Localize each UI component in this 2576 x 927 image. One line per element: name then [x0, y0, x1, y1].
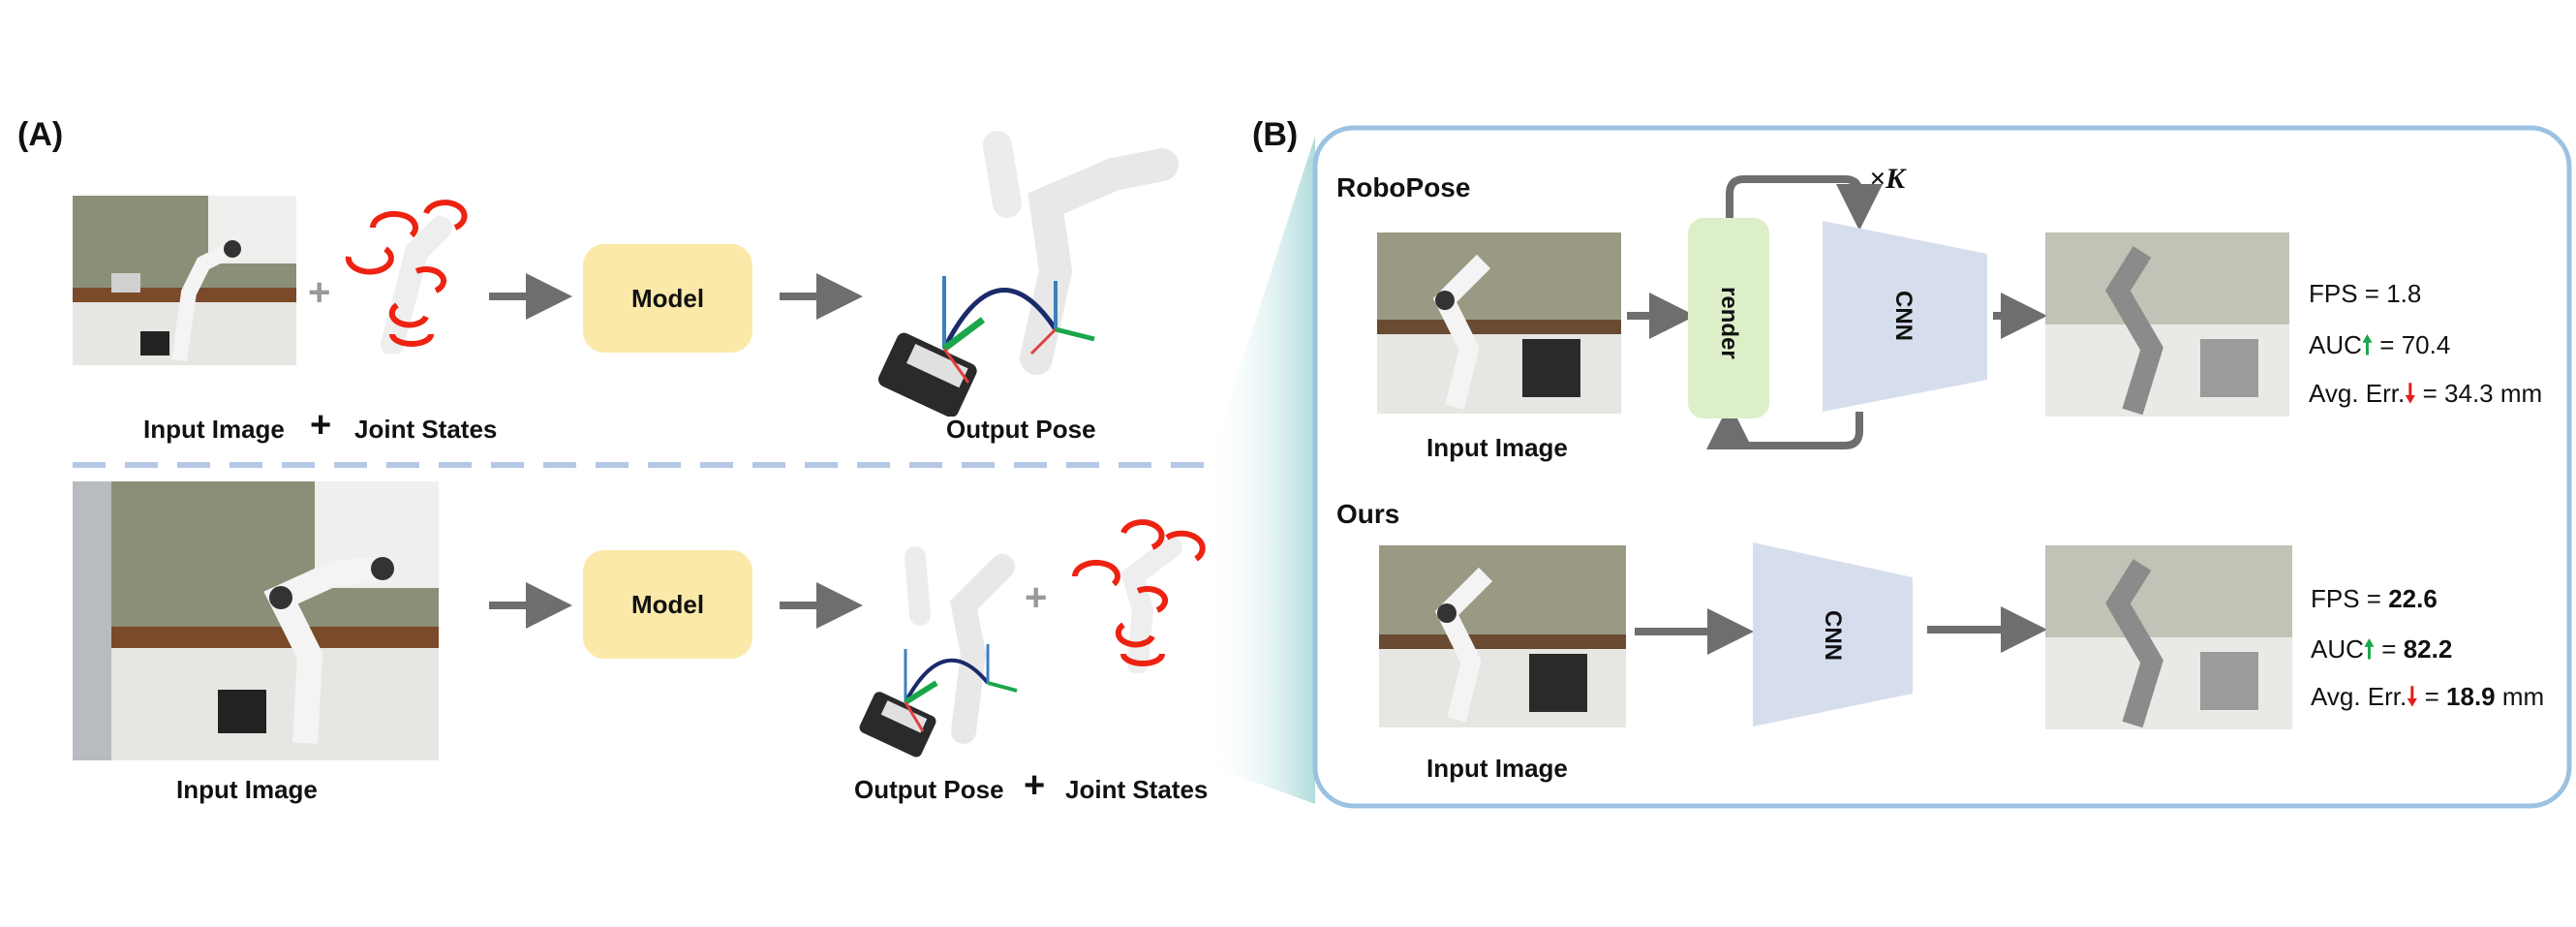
zoom-wedge [1209, 136, 1315, 804]
up-arrow-icon: 🠕 [2361, 330, 2374, 359]
ours-title: Ours [1336, 499, 1400, 529]
ours-fps: FPS = 22.6 [2311, 584, 2438, 614]
auc-label: AUC [2311, 634, 2364, 664]
err-label: Avg. Err. [2309, 379, 2406, 408]
input-image-label-ours: Input Image [1426, 754, 1568, 783]
err-eq: = [2417, 682, 2447, 711]
err-unit: mm [2495, 682, 2545, 711]
ours-auc: AUC🠕 = 82.2 [2311, 632, 2452, 674]
output-pose-label-a-bottom: Output Pose [854, 775, 1004, 804]
render-box [1688, 218, 1769, 418]
fps-prefix: FPS = [2311, 584, 2389, 613]
input-image-label-robopose: Input Image [1426, 433, 1568, 462]
panel-b-border [1312, 125, 2572, 809]
err-label: Avg. Err. [2311, 682, 2407, 711]
robopose-err: Avg. Err.🠗 = 34.3 mm [2309, 376, 2542, 418]
cnn-label-ours: CNN [1820, 610, 1846, 661]
joint-states-icon-a-top [345, 200, 468, 354]
input-image-label-a-bottom: Input Image [176, 775, 318, 804]
input-image-a-top [73, 196, 296, 365]
iteration-label: ×K [1869, 163, 1906, 195]
cnn-trapezoid-robopose [1823, 221, 1987, 412]
plus-icon-a-bottom: + [1025, 576, 1048, 619]
render-label: render [1716, 287, 1742, 359]
joint-states-icon-a-bottom [1071, 519, 1206, 673]
robopose-title: RoboPose [1336, 172, 1471, 202]
cnn-trapezoid-ours [1753, 542, 1913, 726]
output-image-ours [2045, 545, 2292, 729]
output-pose-label-a-top: Output Pose [946, 415, 1096, 444]
down-arrow-icon: 🠗 [2405, 379, 2416, 408]
model-box-a-top: Model [583, 244, 752, 353]
auc-label: AUC [2309, 330, 2362, 359]
input-image-label-a-top: Input Image [143, 415, 285, 444]
input-image-robopose [1377, 232, 1621, 414]
ours-err: Avg. Err.🠗 = 18.9 mm [2311, 679, 2544, 722]
robopose-auc: AUC🠕 = 70.4 [2309, 327, 2450, 370]
joint-states-label-a-bottom: Joint States [1065, 775, 1209, 804]
joint-states-label-a-top: Joint States [354, 415, 498, 444]
err-value: = 34.3 mm [2415, 379, 2543, 408]
plus-icon-a-top: + [308, 271, 331, 314]
model-box-a-bottom: Model [583, 550, 752, 659]
input-image-a-bottom [73, 481, 439, 760]
auc-eq: = [2375, 634, 2404, 664]
err-value: 18.9 [2446, 682, 2496, 711]
panel-a-label: (A) [17, 116, 64, 153]
auc-value: = 70.4 [2373, 330, 2451, 359]
loop-arrow-bottom [1706, 403, 1863, 449]
down-arrow-icon: 🠗 [2407, 682, 2418, 711]
plus-symbol-a-bottom-caption: + [1024, 765, 1046, 806]
fps-value: 22.6 [2388, 584, 2438, 613]
cnn-label-robopose: CNN [1890, 291, 1917, 341]
input-image-ours [1379, 545, 1626, 727]
loop-arrow-top [1726, 175, 1883, 231]
auc-value: 82.2 [2403, 634, 2453, 664]
up-arrow-icon: 🠕 [2363, 634, 2376, 664]
output-pose-icon-a-bottom [859, 546, 1018, 757]
output-pose-icon-a-top [877, 131, 1179, 417]
output-image-robopose [2045, 232, 2289, 417]
panel-b-label: (B) [1252, 116, 1299, 153]
plus-symbol-a-top-caption: + [310, 405, 332, 446]
robopose-fps: FPS = 1.8 [2309, 279, 2422, 308]
